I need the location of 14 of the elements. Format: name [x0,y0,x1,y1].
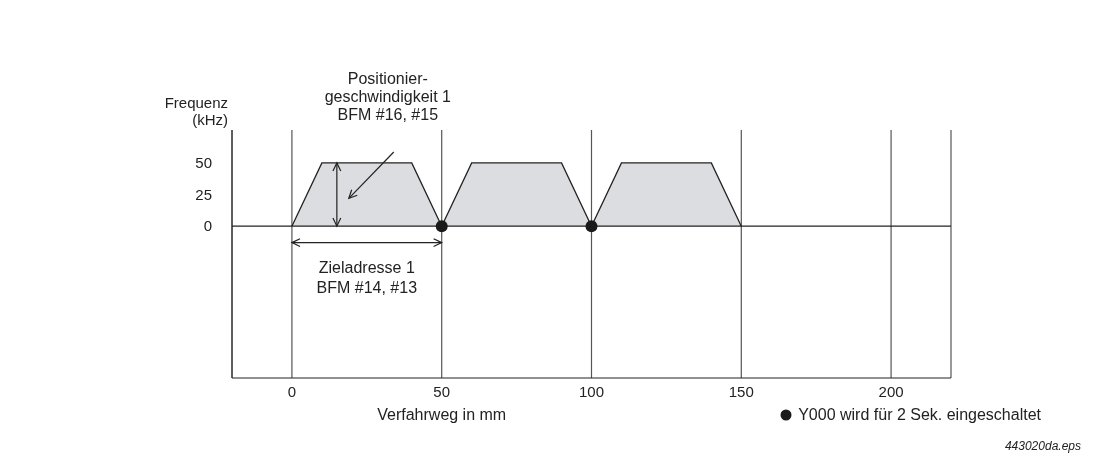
annotation: Zieladresse 1 BFM #14, #13 [315,257,419,298]
x-tick-label: 200 [878,382,904,400]
y-tick-label: 25 [195,185,212,203]
text: 443020da.eps [1004,439,1081,453]
x-tick-label: 100 [578,382,605,400]
y-tick-label: 0 [203,217,212,235]
x-tick-label: 0 [287,382,297,400]
x-tick-label: 50 [433,382,451,400]
y-axis-title: Frequenz (kHz) [164,94,228,128]
y-tick-label: 50 [195,154,212,172]
text: Positionier- geschwindigkeit 1 BFM #16, #15 [323,70,452,124]
x-axis-title: Verfahrweg in mm [376,406,508,424]
legend-label: Y000 wird für 2 Sek. eingeschaltet [798,406,1041,424]
x-tick-label: 150 [728,382,754,400]
